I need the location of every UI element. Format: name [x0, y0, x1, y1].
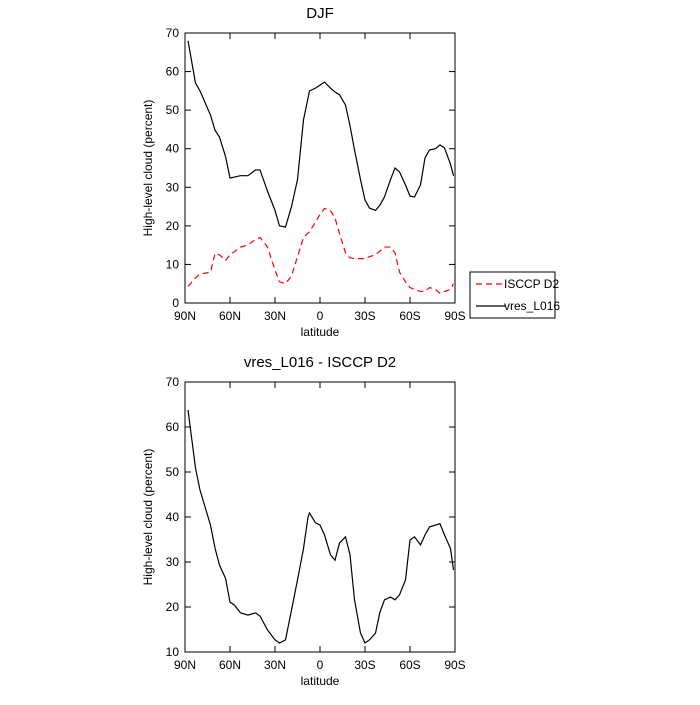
- x-axis-label: latitude: [301, 325, 340, 339]
- y-axis-label: High-level cloud (percent): [141, 449, 155, 586]
- x-tick-label: 30S: [354, 309, 375, 323]
- x-tick-label: 90S: [444, 309, 465, 323]
- y-tick-label: 10: [166, 645, 180, 659]
- y-tick-label: 20: [166, 219, 180, 233]
- x-tick-label: 0: [317, 309, 324, 323]
- y-tick-label: 30: [166, 555, 180, 569]
- x-tick-label: 0: [317, 658, 324, 672]
- chart-title: vres_L016 - ISCCP D2: [244, 354, 396, 371]
- legend-label: ISCCP D2: [504, 277, 559, 291]
- x-tick-label: 30N: [264, 309, 286, 323]
- y-tick-label: 0: [172, 296, 179, 310]
- y-tick-label: 70: [166, 375, 180, 389]
- data-line: [187, 409, 455, 644]
- y-tick-label: 50: [166, 465, 180, 479]
- x-tick-label: 60S: [399, 658, 420, 672]
- legend-box: [469, 271, 556, 319]
- plot-frame: [184, 381, 456, 653]
- x-axis-label: latitude: [301, 674, 340, 688]
- x-tick-label: 90N: [174, 309, 196, 323]
- y-tick-label: 30: [166, 180, 180, 194]
- data-line: [187, 207, 455, 295]
- y-tick-label: 40: [166, 142, 180, 156]
- y-tick-label: 20: [166, 600, 180, 614]
- y-tick-label: 50: [166, 103, 180, 117]
- y-tick-label: 70: [166, 26, 180, 40]
- legend-label: vres_L016: [504, 299, 560, 313]
- x-tick-label: 90S: [444, 658, 465, 672]
- y-tick-label: 10: [166, 257, 180, 271]
- y-axis-label: High-level cloud (percent): [141, 100, 155, 237]
- x-tick-label: 60N: [219, 309, 241, 323]
- x-tick-label: 60S: [399, 309, 420, 323]
- legend: ISCCP D2 vres_L016: [469, 271, 560, 319]
- x-tick-label: 30N: [264, 658, 286, 672]
- x-tick-label: 90N: [174, 658, 196, 672]
- y-tick-label: 60: [166, 420, 180, 434]
- y-tick-label: 40: [166, 510, 180, 524]
- x-tick-label: 60N: [219, 658, 241, 672]
- x-tick-label: 30S: [354, 658, 375, 672]
- plot-frame: [184, 32, 456, 304]
- data-line: [187, 40, 455, 228]
- y-tick-label: 60: [166, 65, 180, 79]
- chart-title: DJF: [306, 5, 334, 22]
